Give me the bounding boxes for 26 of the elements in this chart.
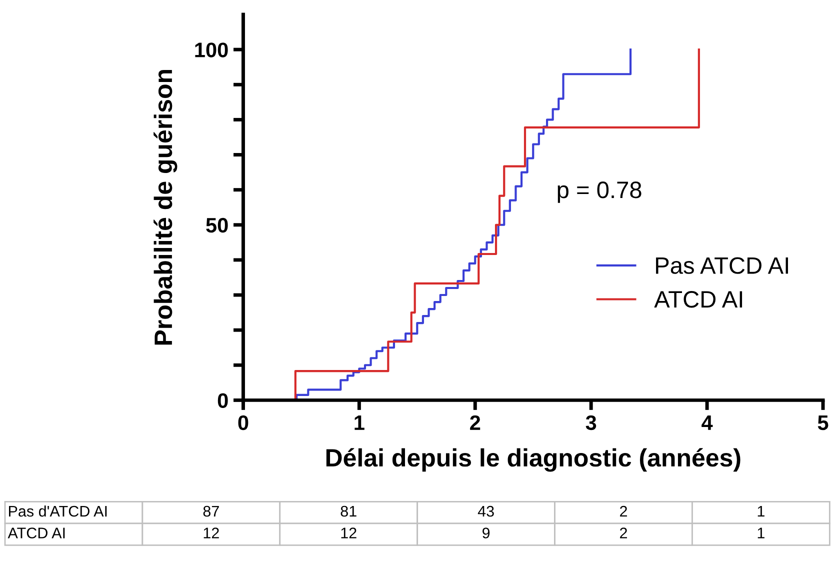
x-tick-label: 2: [470, 415, 480, 430]
annotation: p = 0.78: [558, 182, 642, 203]
legend-label: Pas ATCD AI: [656, 257, 788, 274]
text: ATCD AI: [8, 528, 65, 538]
x-axis-title: Délai depuis le diagnostic (années): [326, 448, 740, 472]
text: Pas d'ATCD AI: [9, 505, 107, 517]
x-tick-label: 1: [354, 416, 364, 430]
text: 2: [620, 528, 627, 538]
text: 2: [620, 506, 627, 517]
text: 9: [482, 528, 490, 538]
y-tick-label: 50: [206, 218, 228, 233]
text: 12: [204, 528, 219, 538]
text: 81: [340, 506, 356, 517]
text: 1: [758, 528, 764, 538]
text: 87: [203, 506, 219, 517]
text: 1: [758, 506, 764, 517]
text: 43: [478, 506, 494, 517]
text: 12: [341, 528, 356, 538]
x-tick-label: 5: [818, 416, 828, 430]
y-tick-label: 100: [195, 42, 228, 58]
y-tick-label: 0: [218, 393, 228, 408]
x-tick-label: 0: [238, 415, 248, 430]
legend-label: ATCD AI: [654, 291, 742, 308]
y-axis-title: Probabilité de guérison: [154, 70, 178, 345]
x-tick-label: 4: [702, 416, 713, 430]
x-tick-label: 3: [586, 415, 596, 430]
